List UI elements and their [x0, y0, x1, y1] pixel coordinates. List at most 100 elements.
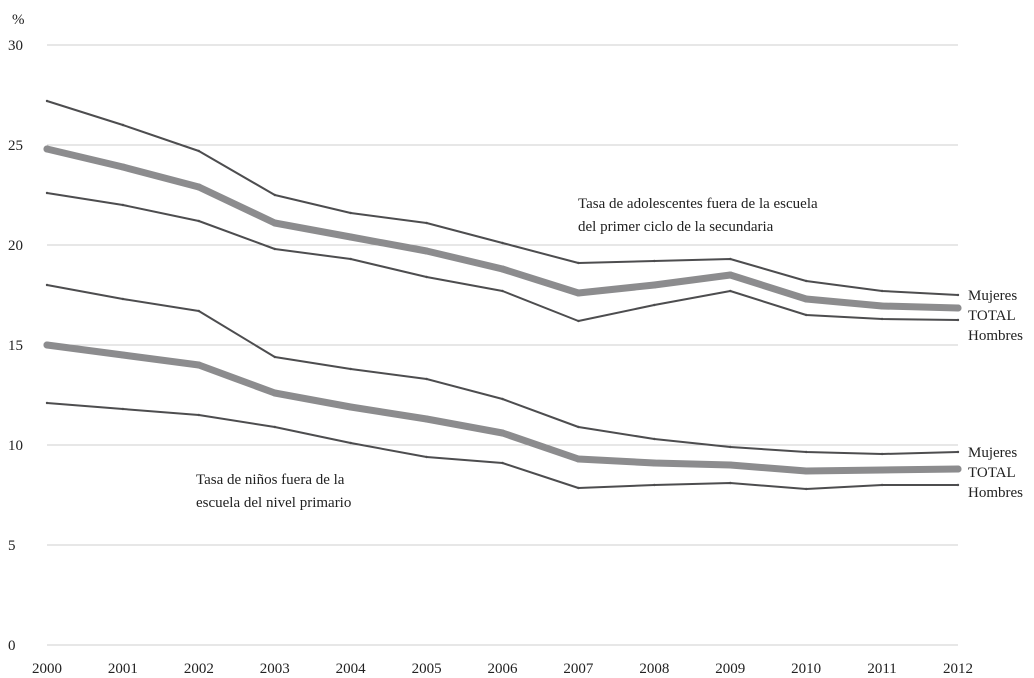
- y-tick-label: 25: [8, 138, 23, 154]
- series-label-primary-mujeres: Mujeres: [968, 445, 1017, 461]
- data-point-secondary-total-2001: [119, 163, 127, 171]
- data-point-secondary-hombres-2007: [577, 319, 580, 323]
- data-point-primary-hombres-2009: [729, 481, 732, 485]
- data-point-secondary-hombres-2002: [197, 219, 200, 223]
- data-point-secondary-total-2002: [195, 183, 203, 191]
- data-point-secondary-hombres-2011: [880, 317, 884, 321]
- data-point-secondary-hombres-2008: [653, 303, 656, 307]
- data-point-primary-mujeres-2010: [805, 450, 808, 454]
- x-tick-label: 2002: [184, 661, 214, 677]
- data-point-secondary-hombres-2012: [956, 318, 960, 322]
- x-tick-label: 2010: [791, 661, 821, 677]
- data-point-primary-mujeres-2008: [653, 437, 656, 441]
- y-tick-label: 20: [8, 238, 23, 254]
- data-point-primary-mujeres-2001: [121, 297, 125, 301]
- data-point-primary-total-2001: [119, 351, 127, 359]
- data-point-secondary-total-2006: [499, 265, 506, 273]
- data-point-secondary-mujeres-2002: [197, 149, 200, 153]
- data-point-primary-total-2009: [726, 461, 734, 469]
- y-tick-label: 5: [8, 538, 16, 554]
- y-tick-label: 0: [8, 638, 16, 654]
- data-point-primary-mujeres-2003: [273, 355, 276, 359]
- data-point-primary-total-2006: [499, 429, 506, 437]
- annotation-secondary-line-1: Tasa de adolescentes fuera de la escuela: [578, 196, 818, 212]
- data-point-primary-mujeres-2005: [425, 377, 428, 381]
- x-tick-label: 2006: [488, 661, 519, 677]
- data-point-secondary-total-2009: [726, 271, 734, 279]
- data-point-secondary-total-2011: [878, 302, 886, 310]
- data-point-secondary-total-2003: [271, 219, 279, 227]
- series-label-secondary-total: TOTAL: [968, 308, 1016, 324]
- data-point-secondary-hombres-2004: [349, 257, 352, 261]
- data-point-primary-mujeres-2011: [880, 452, 884, 456]
- data-point-secondary-total-2008: [650, 281, 658, 289]
- data-point-secondary-total-2012: [954, 304, 962, 312]
- data-point-secondary-mujeres-2010: [805, 279, 808, 283]
- data-point-secondary-mujeres-2006: [501, 241, 504, 245]
- data-point-secondary-hombres-2010: [805, 313, 808, 317]
- series-labels: Mujeres TOTAL Hombres Mujeres TOTAL Hombres: [968, 288, 1023, 501]
- data-point-secondary-mujeres-2000: [45, 99, 49, 103]
- data-point-secondary-total-2007: [574, 289, 582, 297]
- data-point-primary-hombres-2005: [425, 455, 428, 459]
- data-point-secondary-hombres-2009: [729, 289, 732, 293]
- x-tick-label: 2003: [260, 661, 290, 677]
- x-tick-label: 2007: [563, 661, 594, 677]
- data-point-primary-hombres-2007: [577, 486, 580, 490]
- data-point-secondary-mujeres-2012: [956, 293, 960, 297]
- data-point-primary-total-2004: [347, 403, 355, 411]
- x-tick-label: 2011: [867, 661, 896, 677]
- series-line-secondary-total: [43, 145, 962, 312]
- x-tick-label: 2012: [943, 661, 973, 677]
- x-tick-label: 2004: [336, 661, 367, 677]
- x-tick-label: 2009: [715, 661, 745, 677]
- data-point-primary-hombres-2012: [956, 483, 960, 487]
- data-point-secondary-hombres-2005: [425, 275, 428, 279]
- data-point-primary-mujeres-2004: [349, 367, 352, 371]
- data-point-secondary-mujeres-2009: [729, 257, 732, 261]
- annotation-primary-line-1: Tasa de niños fuera de la: [196, 472, 345, 488]
- data-point-primary-hombres-2004: [349, 441, 352, 445]
- data-point-secondary-hombres-2006: [501, 289, 504, 293]
- data-point-secondary-total-2004: [347, 233, 355, 241]
- series-label-secondary-hombres: Hombres: [968, 328, 1023, 344]
- series-lines: [43, 99, 962, 491]
- y-tick-label: 10: [8, 438, 23, 454]
- x-tick-label: 2001: [108, 661, 138, 677]
- annotation-primary-line-2: escuela del nivel primario: [196, 495, 351, 511]
- data-point-secondary-total-2000: [43, 145, 51, 153]
- data-point-primary-hombres-2003: [273, 425, 276, 429]
- data-point-primary-total-2005: [423, 415, 431, 423]
- y-axis-ticks: 0 5 10 15 20 25 30: [8, 38, 23, 654]
- data-point-secondary-mujeres-2001: [121, 123, 125, 127]
- data-point-primary-mujeres-2012: [956, 450, 960, 454]
- series-label-primary-total: TOTAL: [968, 465, 1016, 481]
- data-point-primary-mujeres-2009: [729, 445, 732, 449]
- series-label-secondary-mujeres: Mujeres: [968, 288, 1017, 304]
- data-point-primary-hombres-2008: [653, 483, 656, 487]
- data-point-primary-total-2011: [878, 466, 886, 474]
- data-point-primary-total-2000: [43, 341, 51, 349]
- data-point-secondary-mujeres-2004: [349, 211, 352, 215]
- x-tick-label: 2000: [32, 661, 62, 677]
- data-point-primary-hombres-2011: [880, 483, 884, 487]
- data-point-secondary-hombres-2003: [273, 247, 276, 251]
- data-point-primary-mujeres-2007: [577, 425, 580, 429]
- data-point-primary-total-2010: [802, 467, 810, 475]
- x-axis-ticks: 2000 2001 2002 2003 2004 2005 2006 2007 2008 2009…: [32, 661, 973, 677]
- data-point-primary-total-2012: [954, 465, 962, 473]
- data-point-secondary-mujeres-2003: [273, 193, 276, 197]
- data-point-primary-total-2003: [271, 389, 279, 397]
- x-tick-label: 2005: [412, 661, 442, 677]
- series-label-primary-hombres: Hombres: [968, 485, 1023, 501]
- y-axis-unit-label: %: [12, 12, 25, 28]
- data-point-secondary-mujeres-2005: [425, 221, 428, 225]
- series-line-primary-mujeres: [46, 284, 959, 455]
- data-point-secondary-mujeres-2008: [653, 259, 656, 263]
- x-tick-label: 2008: [639, 661, 669, 677]
- data-point-primary-mujeres-2002: [197, 309, 200, 313]
- data-point-primary-hombres-2002: [197, 413, 200, 417]
- data-point-primary-hombres-2010: [805, 487, 808, 491]
- y-tick-label: 15: [8, 338, 23, 354]
